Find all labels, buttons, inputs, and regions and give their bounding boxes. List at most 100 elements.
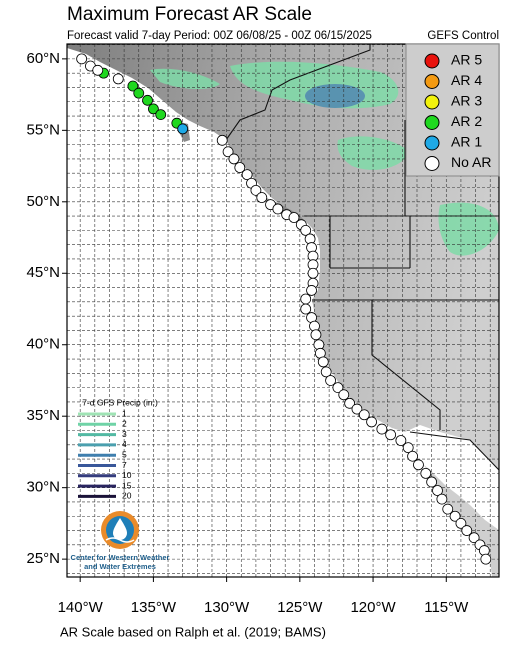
coast-marker [216,134,228,146]
coast-marker [155,109,167,121]
coast-marker [385,429,397,441]
coast-marker [142,94,153,106]
lon-tick-label: 115°W [424,599,469,616]
logo-wave [105,537,135,543]
lon-tick-label: 135°W [131,599,177,616]
legend-label: AR 5 [451,52,482,68]
logo-text: and Water Extremes [84,562,156,571]
legend-swatch [424,135,440,151]
legend-label: No AR [451,154,491,170]
logo-drop [113,518,127,540]
markers [76,53,492,565]
legend-label: AR 3 [451,93,482,109]
coast-marker [76,53,88,65]
coast-marker [395,435,407,446]
legend-label: AR 2 [451,113,482,129]
coast-marker [256,192,268,203]
precip-level-label: 20 [122,491,132,501]
coast-marker [300,293,312,305]
precip-level-label: 5 [122,449,127,459]
lat-tick-label: 55°N [26,121,60,138]
lat-tick-label: 45°N [26,264,60,281]
coast-marker [449,510,461,522]
lat-tick-label: 25°N [26,550,60,567]
coast-marker [338,389,350,401]
precip-level-label: 7 [122,460,127,470]
coast-marker [468,532,480,544]
coast-marker [177,123,189,135]
lon-tick-label: 130°W [204,599,250,616]
lon-tick-label: 140°W [58,599,104,616]
legend-swatch [424,115,440,130]
legend-swatch [424,156,440,171]
precip-legend-title: 7-d GFS Precip (in.) [82,397,158,407]
coast-marker [455,517,467,529]
lat-tick-label: 60°N [26,50,60,67]
coast-marker [222,146,234,158]
title: Maximum Forecast AR Scale [67,4,312,25]
coast-marker [420,467,432,479]
subtitle: Forecast valid 7-day Period: 00Z 06/08/2… [67,30,372,42]
coast-marker [288,212,300,223]
coast-marker [407,450,419,462]
legend-label: AR 1 [451,134,482,150]
lat-tick-label: 50°N [26,193,60,210]
legend-swatch [424,53,440,69]
coast-marker [127,80,139,92]
coast-marker [436,493,448,505]
coast-marker [300,224,312,236]
coast-marker [413,459,424,471]
coast-marker [112,73,124,85]
lat-tick-label: 35°N [26,407,60,424]
coast-marker [310,329,322,341]
coast-marker [480,553,492,565]
coast-marker [344,397,356,409]
coast-marker [306,285,317,296]
map-frame [66,43,500,578]
lon-tick-label: 125°W [277,599,323,616]
coast-marker [241,169,253,181]
coast-marker [358,409,370,421]
legend-title: GEFS Control [427,30,499,42]
coast-marker [250,184,262,196]
precip-level-label: 2 [122,419,127,429]
coast-marker [147,103,159,115]
coast-marker [300,303,312,315]
logo-text: Center for Western Weather [71,553,170,562]
coast-marker [272,203,284,215]
coast-marker [432,485,443,496]
coast-marker [133,87,145,99]
precip-level-label: 3 [122,429,127,439]
legend: AR 5 AR 4 AR 3 AR 2 AR 1 No AR [405,43,500,177]
coast-marker [426,476,438,488]
coast-marker [228,153,240,165]
lon-tick-label: 120°W [350,599,396,616]
graticule [67,44,499,577]
lat-tick-label: 30°N [26,479,60,496]
precip-level-label: 15 [122,480,132,490]
coast-marker [402,442,414,454]
coast-marker [320,366,332,378]
legend-label: AR 4 [451,72,482,88]
coast-marker [317,356,329,368]
precip-level-label: 4 [122,439,127,449]
land [67,44,499,577]
coast-marker [332,382,344,394]
logo: Center for Western Weather and Water Ext… [71,511,170,571]
gulf-of-california [438,455,490,508]
lat-tick-label: 40°N [26,336,60,353]
coast-marker [307,267,319,279]
coast-marker [92,64,104,76]
coast-marker [234,162,246,173]
legend-box [405,43,500,177]
coast-marker [461,525,473,536]
precip-level-label: 10 [122,470,132,480]
precip-level-label: 1 [122,408,127,418]
coast-marker [325,375,336,386]
coast-marker [351,403,363,415]
coast-marker [366,416,377,428]
